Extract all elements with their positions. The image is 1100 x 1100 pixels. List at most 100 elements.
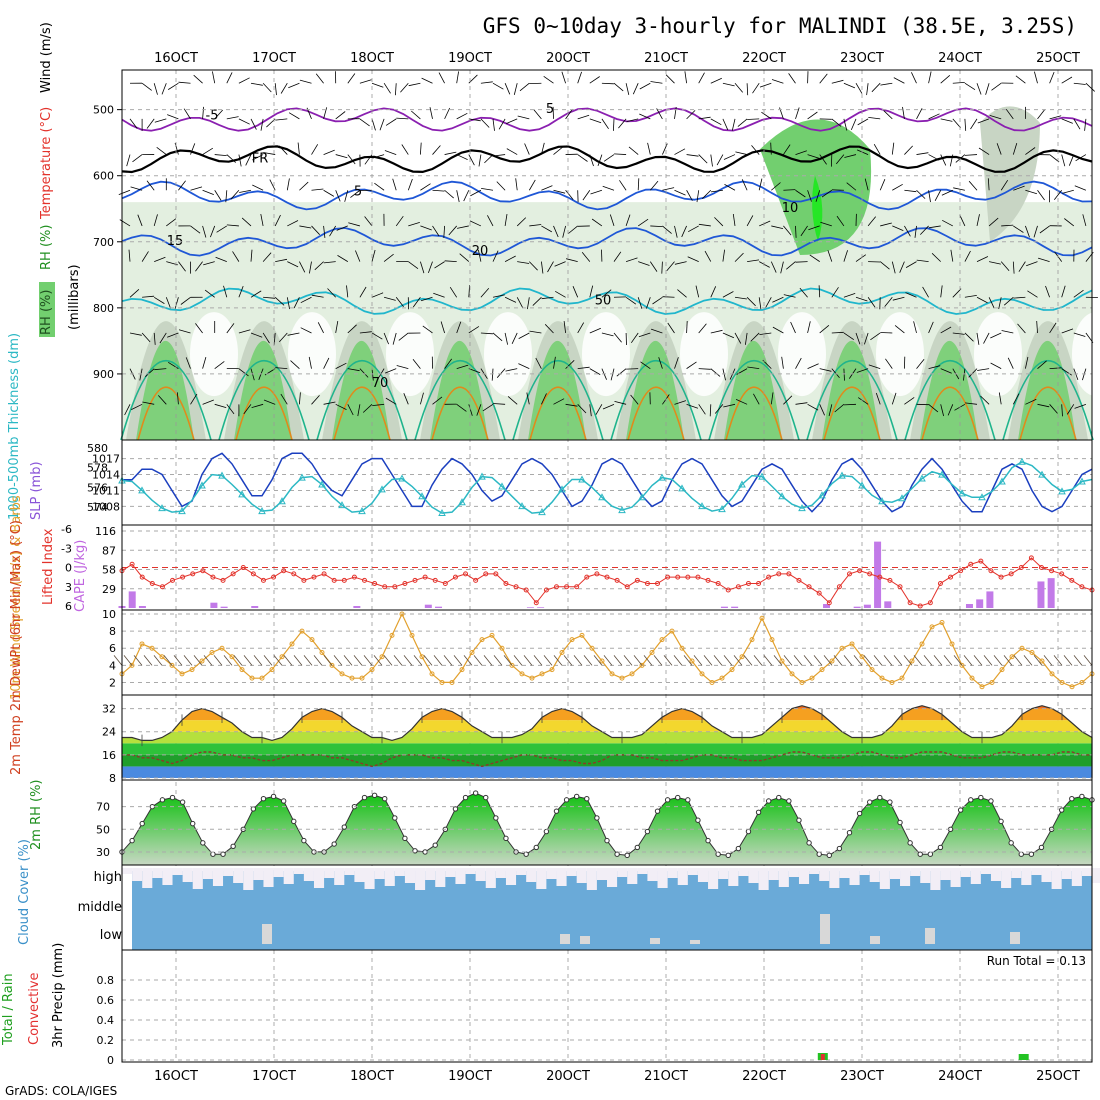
wind-barb bbox=[371, 82, 384, 88]
rh-shade-green bbox=[234, 340, 292, 440]
wind-barb-10m bbox=[133, 655, 143, 666]
wind-barb bbox=[687, 256, 699, 262]
wind-barb bbox=[1018, 261, 1026, 272]
rh-point bbox=[472, 790, 479, 796]
rh-tick: 70 bbox=[96, 801, 110, 814]
cloud-high-gap bbox=[273, 868, 284, 877]
wind-barb bbox=[299, 261, 306, 273]
wind-barb bbox=[637, 178, 640, 191]
rh-shade-green bbox=[626, 340, 684, 440]
wind-barb bbox=[879, 179, 886, 191]
temp-contour-25 bbox=[1019, 386, 1077, 441]
temp-contour-25 bbox=[725, 386, 783, 441]
wind-barb bbox=[178, 180, 186, 191]
wind-barb-10m bbox=[553, 655, 563, 666]
cloud-high-gap bbox=[596, 868, 607, 880]
wind-barb bbox=[359, 79, 372, 84]
wind-barb bbox=[1013, 225, 1024, 233]
wind-speed-point bbox=[349, 675, 355, 681]
rh-point bbox=[301, 837, 307, 844]
wind-barb bbox=[153, 296, 165, 304]
wind-barb bbox=[515, 178, 518, 191]
wind-barb-10m bbox=[783, 655, 793, 666]
wind-barb bbox=[161, 83, 167, 95]
wind-barb bbox=[864, 332, 869, 345]
wind-barb bbox=[250, 118, 257, 130]
wind-barb bbox=[734, 252, 744, 262]
wind-speed-point bbox=[769, 637, 775, 643]
temp-contour-25 bbox=[627, 386, 685, 441]
wind-barb bbox=[456, 71, 459, 84]
wind-barb-10m bbox=[313, 655, 323, 666]
wind-barb bbox=[879, 261, 890, 270]
cloud-high-gap bbox=[1011, 868, 1022, 878]
wind-barb bbox=[1082, 214, 1087, 227]
wind-barb-10m bbox=[623, 655, 633, 666]
wind-barb bbox=[371, 368, 374, 381]
x-date-label-top: 22OCT bbox=[742, 51, 786, 66]
wind-barb-10m bbox=[533, 655, 543, 666]
wind-barb bbox=[518, 332, 530, 339]
wind-barb-10m bbox=[843, 655, 853, 666]
slp-tick: 1011 bbox=[92, 484, 120, 497]
cloud-high-gap bbox=[536, 868, 547, 889]
wind-barb bbox=[904, 397, 915, 405]
cloud-high-gap bbox=[394, 868, 405, 876]
wind-barb bbox=[968, 180, 978, 191]
rh-point bbox=[523, 851, 529, 857]
thickness-marker bbox=[358, 507, 366, 515]
wind-barb bbox=[698, 223, 711, 227]
wind-barb bbox=[856, 368, 869, 373]
wind-barb bbox=[658, 357, 663, 369]
wind-barb bbox=[750, 332, 760, 342]
wind-barb bbox=[638, 332, 651, 338]
wind-speed-point bbox=[249, 675, 255, 681]
thickness-marker bbox=[198, 481, 206, 489]
wind-barb bbox=[146, 180, 155, 191]
wind-barb bbox=[142, 401, 155, 405]
wind-barb bbox=[513, 83, 518, 95]
wind-barb bbox=[940, 368, 952, 374]
rh-legend-label: RH (%) bbox=[39, 290, 54, 335]
cloud-high-gap bbox=[1092, 868, 1100, 883]
wind-barb bbox=[230, 189, 240, 200]
wind-barb bbox=[894, 325, 905, 334]
wind-barb bbox=[468, 154, 475, 166]
wind-barb bbox=[158, 395, 167, 405]
wind-barb bbox=[914, 225, 917, 238]
wind-barb bbox=[1012, 261, 1015, 274]
cloud-high-gap bbox=[829, 868, 840, 888]
rh-point bbox=[715, 851, 721, 857]
wind-barb bbox=[412, 358, 421, 369]
cloud-high-gap bbox=[495, 868, 506, 878]
wind-barb bbox=[526, 392, 530, 405]
wind-barb bbox=[674, 225, 678, 238]
wind-barb bbox=[300, 296, 312, 304]
thickness-marker bbox=[718, 505, 726, 513]
cloud-high-gap bbox=[910, 868, 921, 876]
lifted-index-point bbox=[857, 568, 863, 574]
wind-barb bbox=[988, 217, 999, 227]
wind-speed-point bbox=[299, 628, 305, 634]
wind-barb bbox=[1049, 404, 1058, 414]
temp-tick: 16 bbox=[102, 749, 116, 762]
thickness-marker bbox=[758, 472, 766, 480]
wind-speed-point bbox=[609, 671, 615, 677]
credit-label: GrADS: COLA/IGES bbox=[5, 1084, 117, 1098]
wind-barb bbox=[167, 114, 179, 120]
wind-barb bbox=[178, 329, 191, 334]
wind-speed-point bbox=[539, 671, 545, 677]
cloud-level-label: middle bbox=[78, 900, 122, 915]
cloud-high-gap bbox=[243, 868, 254, 890]
wind-barb bbox=[290, 360, 300, 369]
temp-contour-20 bbox=[1002, 359, 1094, 441]
thickness-marker bbox=[438, 509, 446, 517]
wind-speed-point bbox=[989, 679, 995, 685]
wind-barb bbox=[371, 118, 376, 131]
rh-point bbox=[776, 794, 782, 801]
wind-barb bbox=[783, 294, 796, 298]
rh-dry-pocket bbox=[386, 312, 434, 397]
wind-barb-10m bbox=[653, 655, 663, 666]
wind-barb bbox=[385, 118, 397, 126]
wind-barb bbox=[504, 255, 516, 262]
